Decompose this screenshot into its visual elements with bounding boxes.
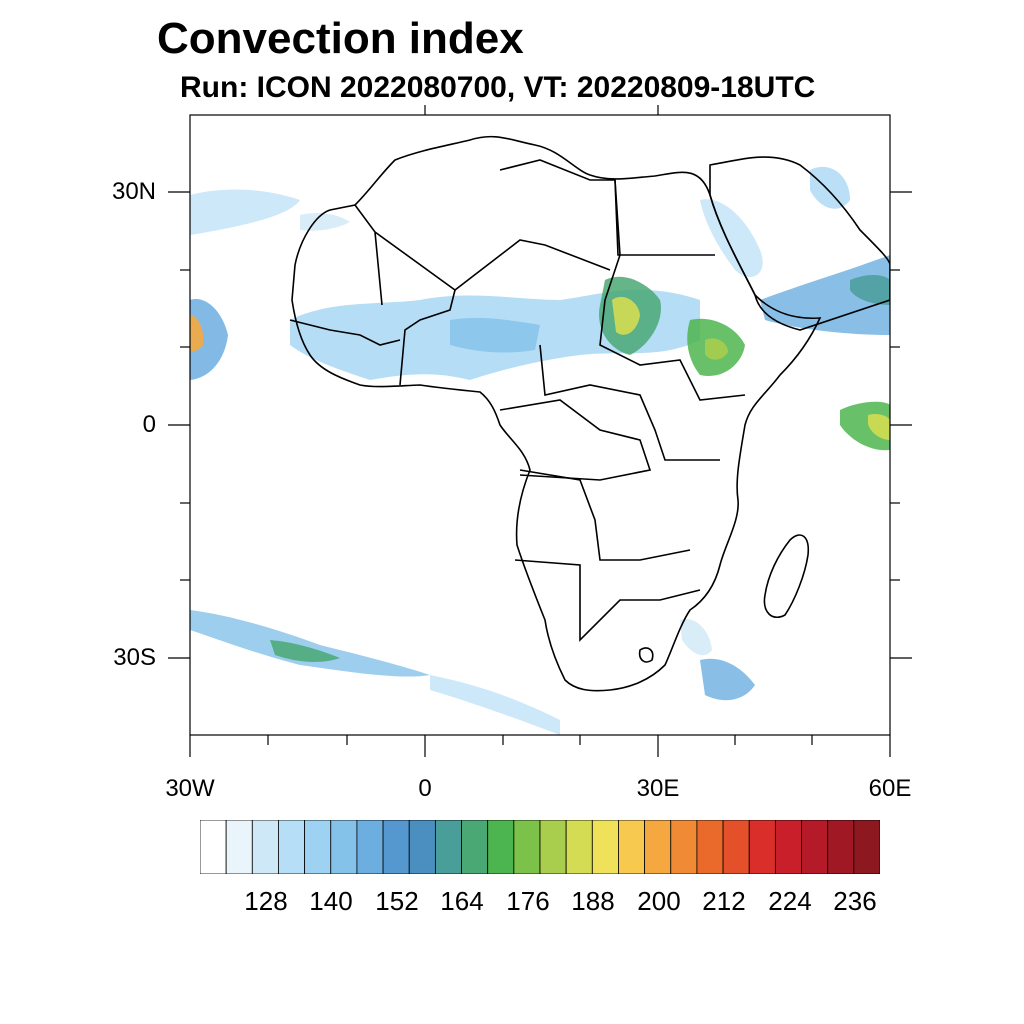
colorbar-label-236: 236 — [833, 886, 877, 916]
border-7 — [499, 399, 652, 481]
red-sea-cells — [700, 199, 763, 278]
east-africa-light — [680, 619, 712, 656]
colorbar-label-212: 212 — [702, 886, 746, 916]
colorbar-swatch — [408, 820, 436, 874]
border-4 — [599, 179, 746, 401]
atlantic-west-cell — [190, 299, 228, 380]
africa-outline — [291, 135, 822, 692]
colorbar-swatch — [461, 820, 489, 874]
colorbar-swatch — [487, 820, 515, 874]
colorbar-swatch — [618, 820, 646, 874]
south-atlantic-core — [270, 640, 340, 662]
colorbar-label-176: 176 — [506, 886, 550, 916]
border-5 — [399, 289, 456, 386]
lat-label-30s: 30S — [113, 644, 156, 671]
colorbar-swatch — [200, 820, 227, 874]
colorbar-label-164: 164 — [440, 886, 484, 916]
arabia-north-cells — [810, 166, 850, 209]
colorbar-swatch — [225, 820, 253, 874]
colorbar-label-152: 152 — [375, 886, 419, 916]
lon-label-0: 0 — [418, 775, 432, 802]
colorbar-swatch — [644, 820, 672, 874]
colorbar-swatch — [827, 820, 855, 874]
madagascar-outline — [763, 534, 810, 619]
indian-ocean-core — [868, 413, 890, 440]
colorbar-swatch — [748, 820, 776, 874]
sudan-core — [612, 296, 640, 335]
border-1 — [354, 204, 383, 306]
colorbar-swatch — [565, 820, 593, 874]
colorbar — [200, 820, 880, 874]
ethiopia-core — [705, 338, 728, 360]
atlantic-west-core — [190, 315, 204, 352]
colorbar-swatch — [801, 820, 829, 874]
lat-label-0: 0 — [142, 411, 156, 438]
colorbar-swatch — [591, 820, 619, 874]
colorbar-swatch — [251, 820, 279, 874]
lesotho — [638, 647, 654, 663]
border-8 — [519, 469, 691, 561]
arabia-band — [760, 255, 890, 335]
colorbar-label-128: 128 — [244, 886, 288, 916]
colorbar-swatch — [513, 820, 541, 874]
map-frame — [168, 105, 912, 757]
title: Convection index — [157, 14, 524, 63]
north-atlantic-streak — [190, 189, 300, 235]
colorbar-swatch — [696, 820, 724, 874]
colorbar-swatch — [853, 820, 880, 874]
colorbar-swatch — [356, 820, 384, 874]
arabia-core — [850, 275, 890, 305]
lon-label-30e: 30E — [636, 775, 680, 802]
south-atlantic-streak — [190, 610, 430, 677]
subtitle: Run: ICON 2022080700, VT: 20220809-18UTC — [180, 71, 816, 104]
south-atlantic-tail — [430, 675, 560, 735]
border-3 — [499, 159, 715, 256]
colorbar-label-140: 140 — [309, 886, 353, 916]
madagascar-south-cell — [700, 658, 755, 701]
border-9 — [514, 559, 701, 642]
colorbar-swatch — [382, 820, 410, 874]
indian-ocean-cell — [840, 401, 890, 451]
colorbar-label-200: 200 — [637, 886, 681, 916]
border-10 — [289, 319, 401, 346]
lon-label-30w: 30W — [165, 775, 215, 802]
border-2 — [374, 231, 611, 291]
colorbar-label-188: 188 — [571, 886, 615, 916]
border-6 — [539, 344, 720, 461]
colorbar-label-224: 224 — [768, 886, 812, 916]
colorbar-swatch — [722, 820, 750, 874]
colorbar-swatch — [670, 820, 698, 874]
sahara-west-streak — [300, 212, 350, 231]
colorbar-swatch — [539, 820, 567, 874]
colorbar-swatch — [774, 820, 802, 874]
colorbar-swatch — [434, 820, 462, 874]
coastlines — [289, 135, 890, 692]
lat-label-30n: 30N — [111, 178, 156, 205]
sahel-core — [450, 317, 540, 353]
colorbar-swatch — [330, 820, 358, 874]
colorbar-swatch — [304, 820, 332, 874]
colorbar-swatch — [278, 820, 306, 874]
lon-label-60e: 60E — [868, 775, 912, 802]
convection-field — [190, 166, 890, 735]
